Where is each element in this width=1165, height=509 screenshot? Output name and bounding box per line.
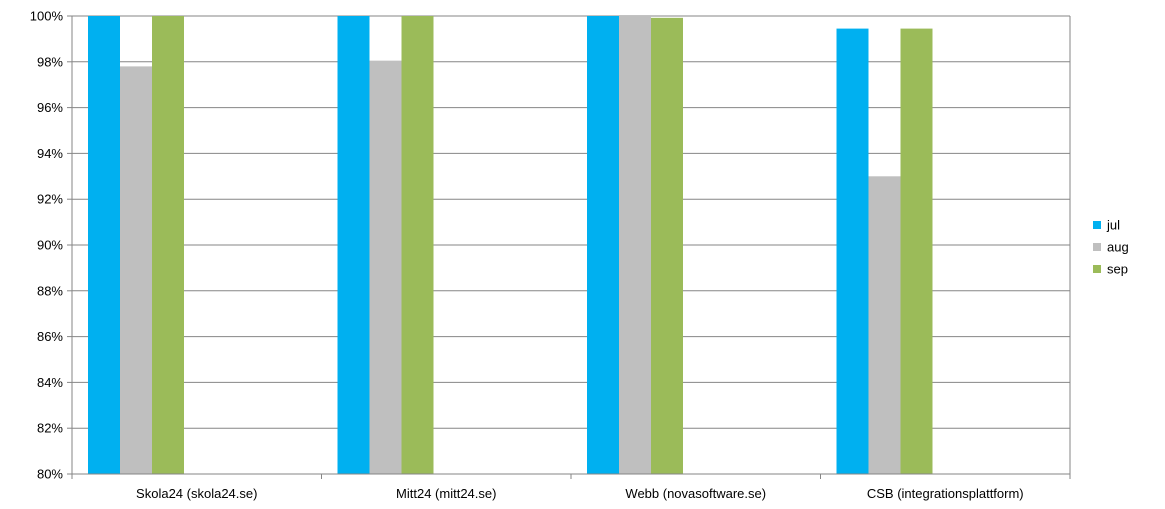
y-tick-label: 94% — [37, 146, 63, 161]
y-tick-label: 84% — [37, 375, 63, 390]
bar-aug — [868, 176, 901, 475]
y-tick-label: 80% — [37, 467, 63, 482]
y-tick-label: 96% — [37, 100, 63, 115]
category-label: Mitt24 (mitt24.se) — [396, 486, 496, 501]
bar-jul — [337, 16, 370, 474]
bar-sep — [900, 28, 933, 474]
legend-swatch-aug — [1093, 243, 1101, 251]
bar-jul — [88, 16, 120, 474]
bars — [88, 16, 933, 475]
category-label: CSB (integrationsplattform) — [867, 486, 1024, 501]
y-tick-labels: 80% 82% 84% 86% 88% 90% 92% 94% 96% 98% 100% — [30, 9, 64, 482]
axes — [67, 15, 1071, 479]
bar-aug — [369, 60, 402, 474]
legend-label-jul: jul — [1106, 218, 1120, 233]
bar-aug — [619, 16, 651, 474]
y-tick-label: 92% — [37, 192, 63, 207]
bar-aug — [120, 66, 152, 474]
bar-jul — [587, 16, 619, 474]
y-tick-label: 100% — [30, 9, 64, 24]
legend-label-aug: aug — [1107, 240, 1129, 255]
legend-swatch-sep — [1093, 265, 1101, 273]
y-tick-label: 90% — [37, 238, 63, 253]
bar-sep — [152, 16, 184, 474]
bar-sep — [651, 17, 683, 474]
legend: jul aug sep — [1093, 218, 1129, 277]
y-tick-label: 88% — [37, 283, 63, 298]
y-tick-label: 86% — [37, 329, 63, 344]
bar-sep — [401, 16, 434, 474]
category-labels: Skola24 (skola24.se) Mitt24 (mitt24.se) We… — [136, 486, 1024, 501]
category-label: Skola24 (skola24.se) — [136, 486, 257, 501]
y-tick-label: 98% — [37, 54, 63, 69]
legend-swatch-jul — [1093, 221, 1101, 229]
category-label: Webb (novasoftware.se) — [625, 486, 766, 501]
bar-jul — [836, 28, 869, 474]
legend-label-sep: sep — [1107, 262, 1128, 277]
y-tick-label: 82% — [37, 421, 63, 436]
